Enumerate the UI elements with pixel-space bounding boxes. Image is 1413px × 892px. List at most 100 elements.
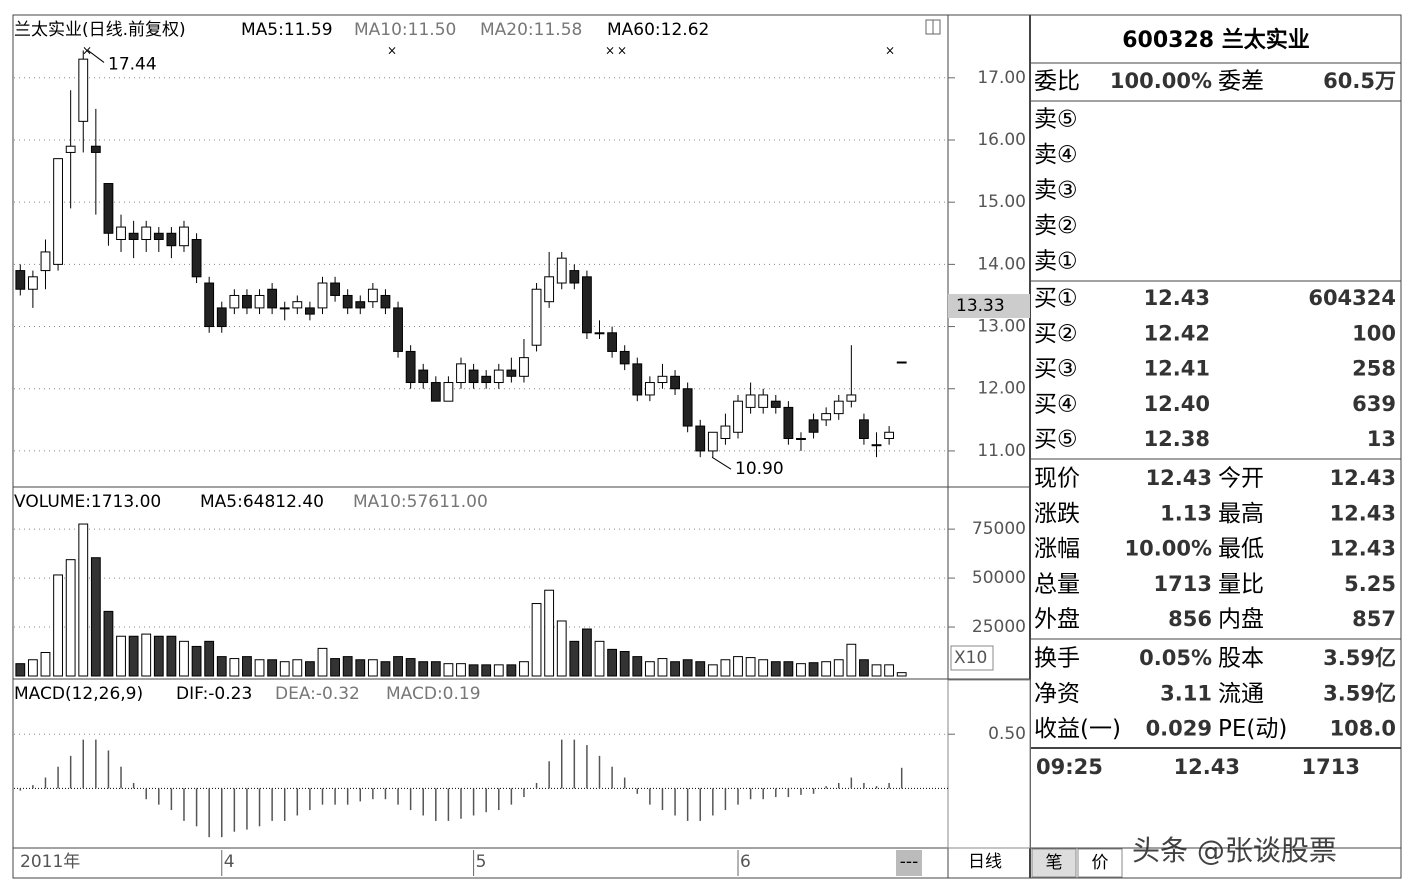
volume-bar: [355, 659, 366, 677]
volume-bar: [796, 663, 806, 677]
quote-value: 3.59亿: [1323, 681, 1396, 705]
volume-bar: [707, 664, 718, 677]
candle-body: [506, 369, 517, 377]
candle-body: [556, 257, 567, 284]
tab-label[interactable]: 价: [1092, 853, 1109, 873]
candle-body: [733, 400, 743, 433]
y-tick-label: 15.00: [977, 192, 1026, 212]
quote-label: PE(动): [1218, 716, 1287, 742]
candle-body: [90, 145, 101, 153]
buy-label: 买①: [1034, 286, 1078, 312]
volume-bar: [116, 635, 126, 677]
volume-bar: [481, 664, 492, 677]
candle-body: [393, 307, 403, 352]
legend-item: MA60:12.62: [607, 20, 709, 40]
candle-body: [317, 282, 328, 309]
candle-body: [456, 363, 466, 384]
buy-price: 12.42: [1144, 321, 1210, 345]
volume-bar: [493, 664, 504, 677]
volume-bar: [153, 635, 164, 677]
candle-body: [821, 413, 832, 421]
volume-bar: [342, 656, 353, 677]
candle-body: [758, 394, 769, 408]
tab[interactable]: [1077, 848, 1123, 878]
candle-body: [405, 350, 416, 384]
tab-label[interactable]: 笔: [1046, 853, 1063, 873]
tab[interactable]: [1031, 848, 1077, 878]
more-label[interactable]: ---: [900, 852, 918, 872]
volume-bar: [216, 656, 227, 677]
volume-bar: [594, 640, 605, 677]
buy-label: 买④: [1034, 391, 1078, 417]
quote-value: 0.05%: [1139, 646, 1212, 670]
quote-value: 1.13: [1160, 501, 1212, 525]
y-tick-label: 14.00: [977, 254, 1026, 274]
volume-bar: [40, 652, 51, 677]
candle-body: [166, 232, 177, 247]
candle-body: [859, 419, 869, 439]
volume-bar: [808, 662, 819, 677]
candle-body: [229, 294, 240, 309]
more-button[interactable]: [896, 850, 922, 876]
candle-body: [896, 361, 907, 364]
volume-bar: [304, 661, 315, 677]
annotation-pointer: [711, 456, 732, 470]
tick-trade: 09:25: [1036, 755, 1103, 779]
candle-body: [644, 382, 655, 396]
y-tick-label: 50000: [972, 568, 1026, 588]
volume-bar: [745, 657, 756, 677]
quote-label: 股本: [1218, 646, 1264, 672]
candle-body: [770, 400, 781, 408]
info-marker: ×: [617, 44, 627, 58]
candle-body: [796, 437, 806, 440]
info-marker: ×: [885, 44, 895, 58]
annotation: 17.44: [108, 54, 157, 74]
quote-label: 最低: [1218, 536, 1264, 562]
quote-value: 0.029: [1146, 717, 1212, 741]
candle-body: [682, 388, 693, 427]
candle-body: [267, 288, 278, 309]
tick-trade: 12.43: [1174, 755, 1240, 779]
quote-value: 108.0: [1330, 717, 1396, 741]
candle-body: [40, 251, 51, 272]
candle-body: [720, 425, 731, 439]
buy-volume: 13: [1367, 427, 1396, 451]
candle-body: [78, 58, 89, 122]
candle-body: [304, 307, 315, 315]
sell-label: 卖④: [1034, 142, 1078, 168]
candle-body: [242, 294, 252, 309]
candle-body: [582, 276, 592, 334]
volume-bar: [720, 659, 731, 677]
quote-value: 12.43: [1146, 466, 1212, 490]
quote-value: 100.00%: [1110, 69, 1212, 93]
volume-bar: [166, 635, 177, 677]
candle-body: [745, 394, 756, 408]
tick-trade: 1713: [1302, 755, 1360, 779]
info-marker: ×: [605, 44, 615, 58]
scale-button-label[interactable]: X10: [954, 648, 987, 668]
volume-bar: [65, 559, 76, 677]
y-tick-label: 0.50: [988, 724, 1026, 744]
candle-body: [367, 288, 378, 303]
buy-price: 12.38: [1144, 427, 1210, 451]
volume-bar: [896, 672, 907, 677]
quote-value: 12.43: [1330, 537, 1396, 561]
candle-body: [607, 332, 618, 352]
quote-value: 3.59亿: [1323, 646, 1396, 670]
period-label[interactable]: 日线: [968, 852, 1002, 872]
legend-item: MA10:57611.00: [353, 492, 488, 512]
scale-button[interactable]: [950, 645, 994, 671]
buy-label: 买⑤: [1034, 427, 1078, 453]
x-tick-label: 2011年: [20, 852, 80, 872]
volume-bar: [15, 663, 26, 677]
volume-bar: [317, 647, 328, 677]
cursor-price-box: [948, 294, 1030, 319]
candle-body: [594, 332, 605, 335]
candle-body: [27, 276, 38, 290]
candle-body: [544, 276, 555, 303]
quote-label: 换手: [1034, 646, 1080, 672]
panel-title: 兰太实业(日线.前复权): [14, 20, 186, 40]
candle-body: [179, 226, 189, 247]
quote-label: 量比: [1218, 571, 1264, 597]
